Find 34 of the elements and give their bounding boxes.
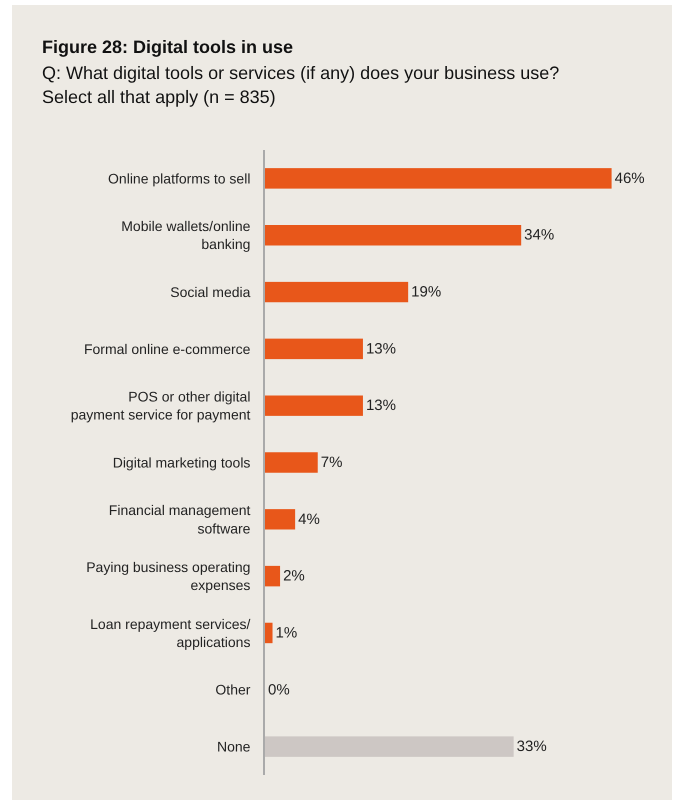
data-label: 46% xyxy=(614,170,645,187)
bar xyxy=(265,282,408,302)
y-tick-label: Other xyxy=(215,682,251,698)
data-label: 19% xyxy=(411,284,442,301)
data-label: 4% xyxy=(298,510,320,528)
data-label: 13% xyxy=(366,397,396,414)
chart-title: Figure 28: Digital tools in use xyxy=(42,37,294,58)
y-tick-label: Paying business operating expenses xyxy=(86,558,250,594)
y-tick-label: Social media xyxy=(170,284,251,300)
bar xyxy=(265,622,273,644)
bar xyxy=(265,395,363,416)
data-label: 2% xyxy=(283,568,305,585)
y-tick-label: POS or other digital payment service for payment xyxy=(70,388,251,423)
bar xyxy=(265,168,612,189)
data-label: 0% xyxy=(268,681,290,698)
y-tick-label: Financial management software xyxy=(108,502,251,536)
bar xyxy=(265,338,363,360)
chart-subtitle: Q: What digital tools or services (if any) does your business use? Select all that apply (n = 835) xyxy=(42,62,560,109)
data-label: 13% xyxy=(366,340,396,358)
data-label: 33% xyxy=(516,738,547,756)
bar xyxy=(265,566,280,586)
bar xyxy=(265,509,296,530)
y-tick-label: Online platforms to sell xyxy=(108,170,250,186)
y-tick-label: Loan repayment services/ applications xyxy=(90,616,251,650)
y-tick-label: Digital marketing tools xyxy=(112,454,250,470)
bar xyxy=(265,225,522,246)
data-label: 7% xyxy=(320,454,342,471)
y-tick-label: Mobile wallets/online banking xyxy=(121,218,251,252)
bar xyxy=(265,452,318,473)
y-tick-label: Formal online e-commerce xyxy=(84,340,251,357)
data-label: 1% xyxy=(276,624,298,642)
y-tick-label: None xyxy=(216,738,251,754)
bar xyxy=(265,736,514,757)
data-label: 34% xyxy=(524,226,554,244)
